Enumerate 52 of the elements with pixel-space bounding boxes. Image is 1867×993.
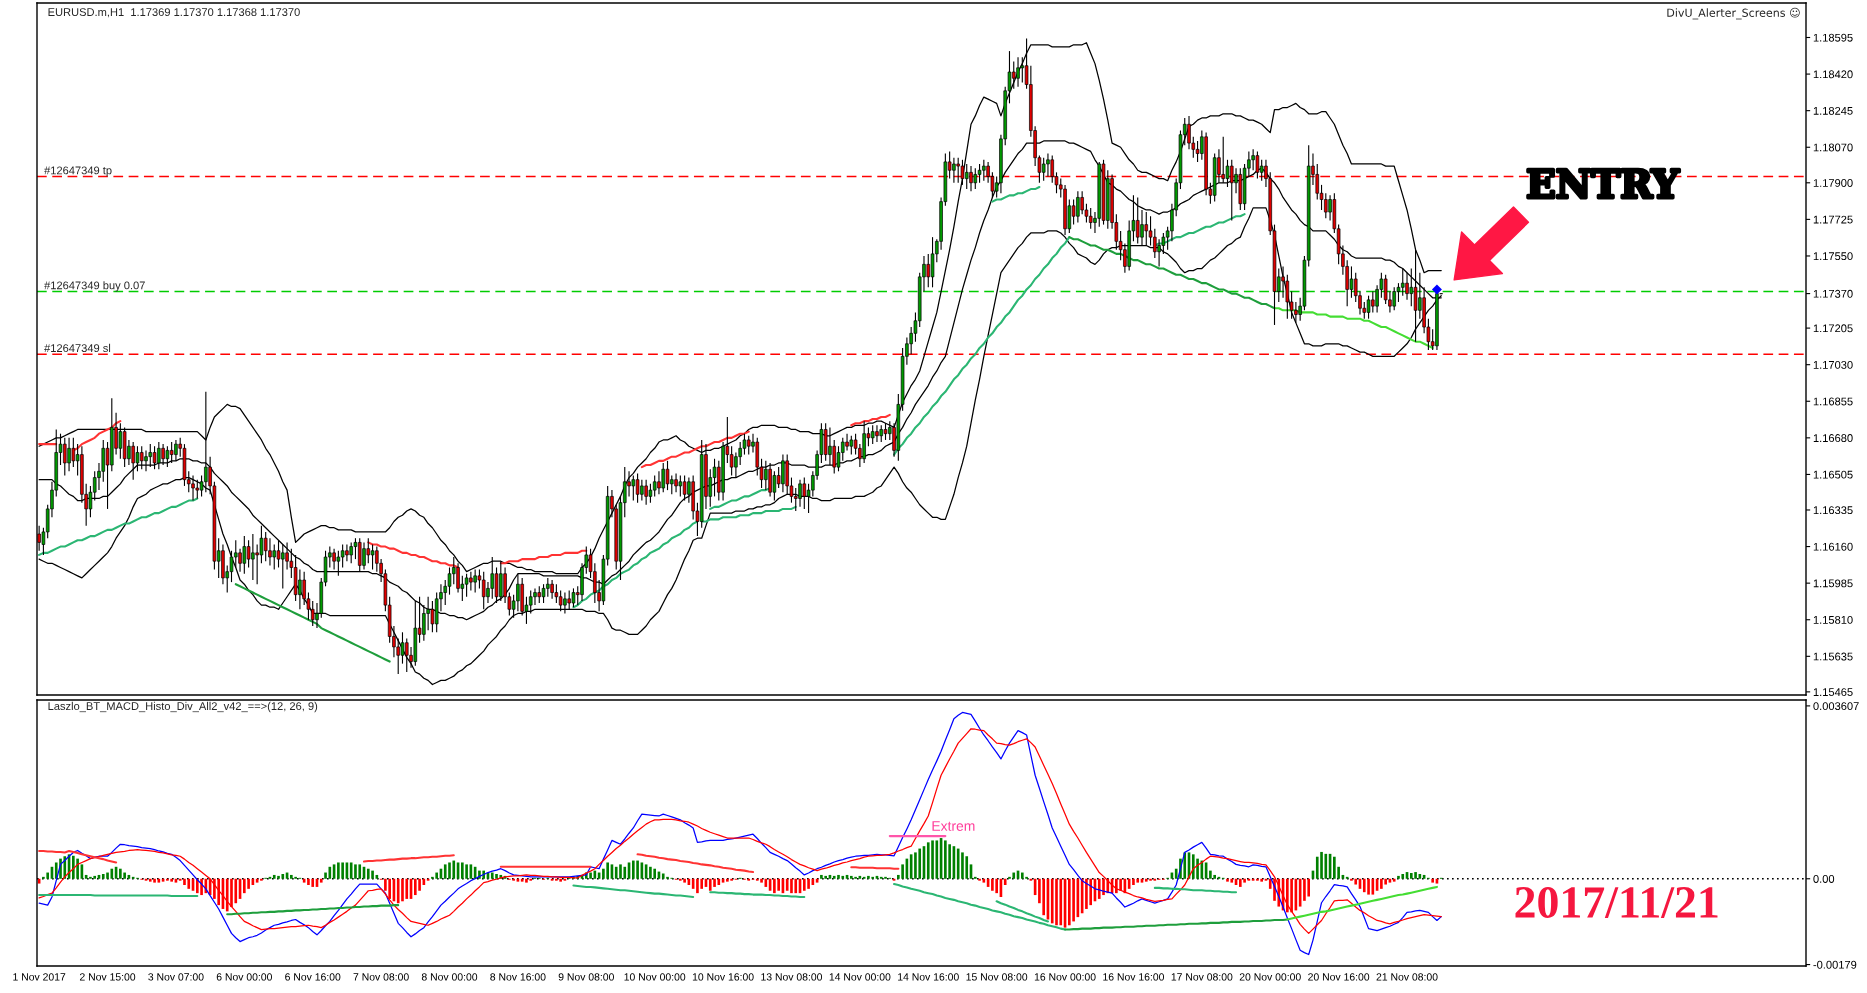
y-tick-label: 1.17205	[1813, 324, 1853, 333]
x-tick-label: 20 Nov 00:00	[1239, 973, 1301, 981]
x-tick-label: 10 Nov 00:00	[624, 973, 686, 981]
x-tick-label: 16 Nov 00:00	[1034, 973, 1096, 981]
text: DivU_Alerter_Screens ☺	[1667, 7, 1800, 20]
x-tick-label: 14 Nov 00:00	[829, 973, 891, 981]
x-tick-label: 17 Nov 08:00	[1171, 973, 1233, 981]
y-tick-label: 1.16335	[1813, 506, 1853, 515]
y-tick-label: 1.17900	[1813, 179, 1853, 187]
ref-line-label: #12647349 tp	[44, 166, 112, 177]
y-tick-label: 1.15635	[1813, 652, 1853, 661]
y-tick-label: 1.17725	[1813, 215, 1853, 224]
y-tick-label: 1.17030	[1813, 360, 1853, 369]
y-tick-label: 0.00	[1813, 875, 1835, 883]
y-tick-label: 1.18070	[1813, 143, 1853, 152]
y-tick-label: 1.16505	[1813, 470, 1853, 479]
x-tick-label: 9 Nov 08:00	[558, 973, 614, 981]
ref-line-label: #12647349 buy 0.07	[44, 281, 145, 292]
chart-title: Laszlo_BT_MACD_Histo_Div_All2_v42_==>(12, 26, 9)	[48, 701, 318, 713]
y-tick-label: 1.18420	[1813, 70, 1853, 79]
y-tick-label: 1.18245	[1813, 106, 1853, 115]
x-tick-label: 20 Nov 16:00	[1308, 973, 1370, 981]
y-tick-label: -0.00179	[1813, 960, 1857, 969]
y-tick-label: 1.17370	[1813, 289, 1853, 298]
y-tick-label: 1.16680	[1813, 434, 1853, 442]
x-tick-label: 7 Nov 08:00	[353, 973, 409, 981]
annotation: Extrem	[932, 821, 975, 831]
x-tick-label: 8 Nov 16:00	[490, 973, 546, 981]
x-tick-label: 15 Nov 08:00	[966, 973, 1028, 981]
x-tick-label: 10 Nov 16:00	[692, 973, 754, 981]
text: 2017/11/21	[1515, 886, 1718, 918]
x-tick-label: 6 Nov 16:00	[285, 973, 341, 981]
x-tick-label: 16 Nov 16:00	[1103, 973, 1165, 981]
x-tick-label: 1 Nov 2017	[13, 973, 66, 981]
y-tick-label: 1.18595	[1813, 33, 1853, 42]
x-tick-label: 14 Nov 16:00	[898, 973, 959, 981]
y-tick-label: 1.17550	[1813, 252, 1853, 261]
y-tick-label: 1.15810	[1813, 616, 1853, 624]
x-tick-label: 13 Nov 08:00	[761, 973, 823, 981]
chart-title: EURUSD.m,H1 1.17369 1.17370 1.17368 1.17370	[48, 8, 300, 18]
y-tick-label: 0.003607	[1813, 702, 1859, 711]
y-tick-label: 1.15985	[1813, 579, 1853, 588]
x-tick-label: 2 Nov 15:00	[79, 973, 136, 981]
x-tick-label: 21 Nov 08:00	[1376, 973, 1438, 981]
y-tick-label: 1.16160	[1813, 542, 1853, 551]
text: ENTRY	[1527, 169, 1680, 198]
ref-line-label: #12647349 sl	[44, 343, 111, 353]
y-tick-label: 1.15465	[1813, 688, 1853, 696]
y-tick-label: 1.16855	[1813, 397, 1853, 406]
x-tick-label: 6 Nov 00:00	[216, 973, 272, 981]
x-tick-label: 8 Nov 00:00	[421, 973, 478, 981]
x-tick-label: 3 Nov 07:00	[148, 973, 204, 981]
